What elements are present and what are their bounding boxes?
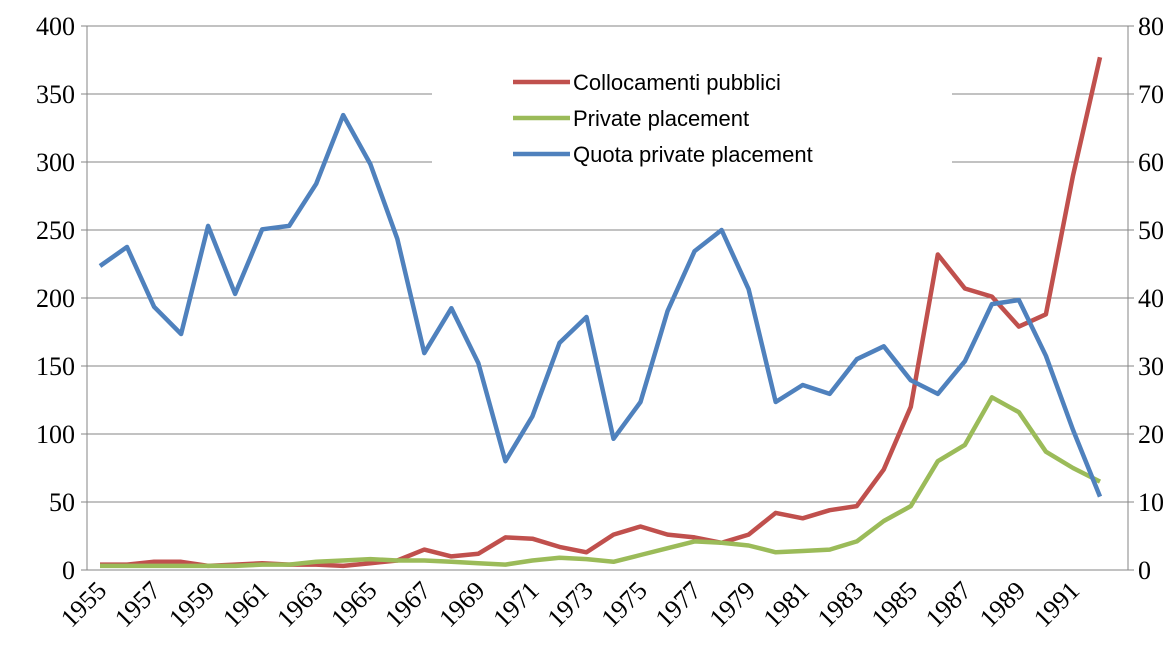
x-tick-label: 1973 bbox=[541, 576, 598, 633]
x-tick-label: 1977 bbox=[650, 576, 707, 633]
x-tick-label: 1959 bbox=[163, 576, 220, 633]
legend-box bbox=[432, 66, 952, 186]
x-tick-label: 1985 bbox=[866, 576, 923, 633]
y-tick-label: 100 bbox=[36, 420, 75, 449]
y-tick-label: 200 bbox=[36, 284, 75, 313]
legend-label: Quota private placement bbox=[573, 142, 813, 167]
y-tick-label: 300 bbox=[36, 148, 75, 177]
x-tick-label: 1965 bbox=[325, 576, 382, 633]
y-tick-label: 50 bbox=[49, 488, 75, 517]
y-tick-label: 350 bbox=[36, 80, 75, 109]
y2-tick-label: 10 bbox=[1138, 488, 1164, 517]
y2-tick-label: 30 bbox=[1138, 352, 1164, 381]
x-tick-label: 1969 bbox=[433, 576, 490, 633]
y-tick-label: 0 bbox=[62, 556, 75, 585]
y2-tick-label: 80 bbox=[1138, 12, 1164, 41]
series-line bbox=[100, 395, 1102, 569]
x-tick-label: 1967 bbox=[379, 576, 436, 633]
x-tick-label: 1961 bbox=[217, 576, 274, 633]
y2-tick-label: 0 bbox=[1138, 556, 1151, 585]
series-line bbox=[98, 112, 1103, 498]
y2-tick-label: 50 bbox=[1138, 216, 1164, 245]
x-tick-label: 1971 bbox=[487, 576, 544, 633]
x-tick-label: 1991 bbox=[1028, 576, 1085, 633]
x-tick-label: 1989 bbox=[974, 576, 1031, 633]
y2-tick-label: 20 bbox=[1138, 420, 1164, 449]
y2-tick-label: 40 bbox=[1138, 284, 1164, 313]
y-tick-label: 400 bbox=[36, 12, 75, 41]
x-tick-label: 1987 bbox=[920, 576, 977, 633]
x-tick-label: 1979 bbox=[704, 576, 761, 633]
x-tick-label: 1975 bbox=[596, 576, 653, 633]
y-tick-label: 150 bbox=[36, 352, 75, 381]
x-tick-label: 1981 bbox=[758, 576, 815, 633]
legend-label: Collocamenti pubblici bbox=[573, 70, 781, 95]
x-tick-label: 1957 bbox=[109, 576, 166, 633]
y2-tick-label: 60 bbox=[1138, 148, 1164, 177]
x-tick-label: 1983 bbox=[812, 576, 869, 633]
x-tick-label: 1963 bbox=[271, 576, 328, 633]
y-tick-label: 250 bbox=[36, 216, 75, 245]
legend-label: Private placement bbox=[573, 106, 749, 131]
y2-tick-label: 70 bbox=[1138, 80, 1164, 109]
